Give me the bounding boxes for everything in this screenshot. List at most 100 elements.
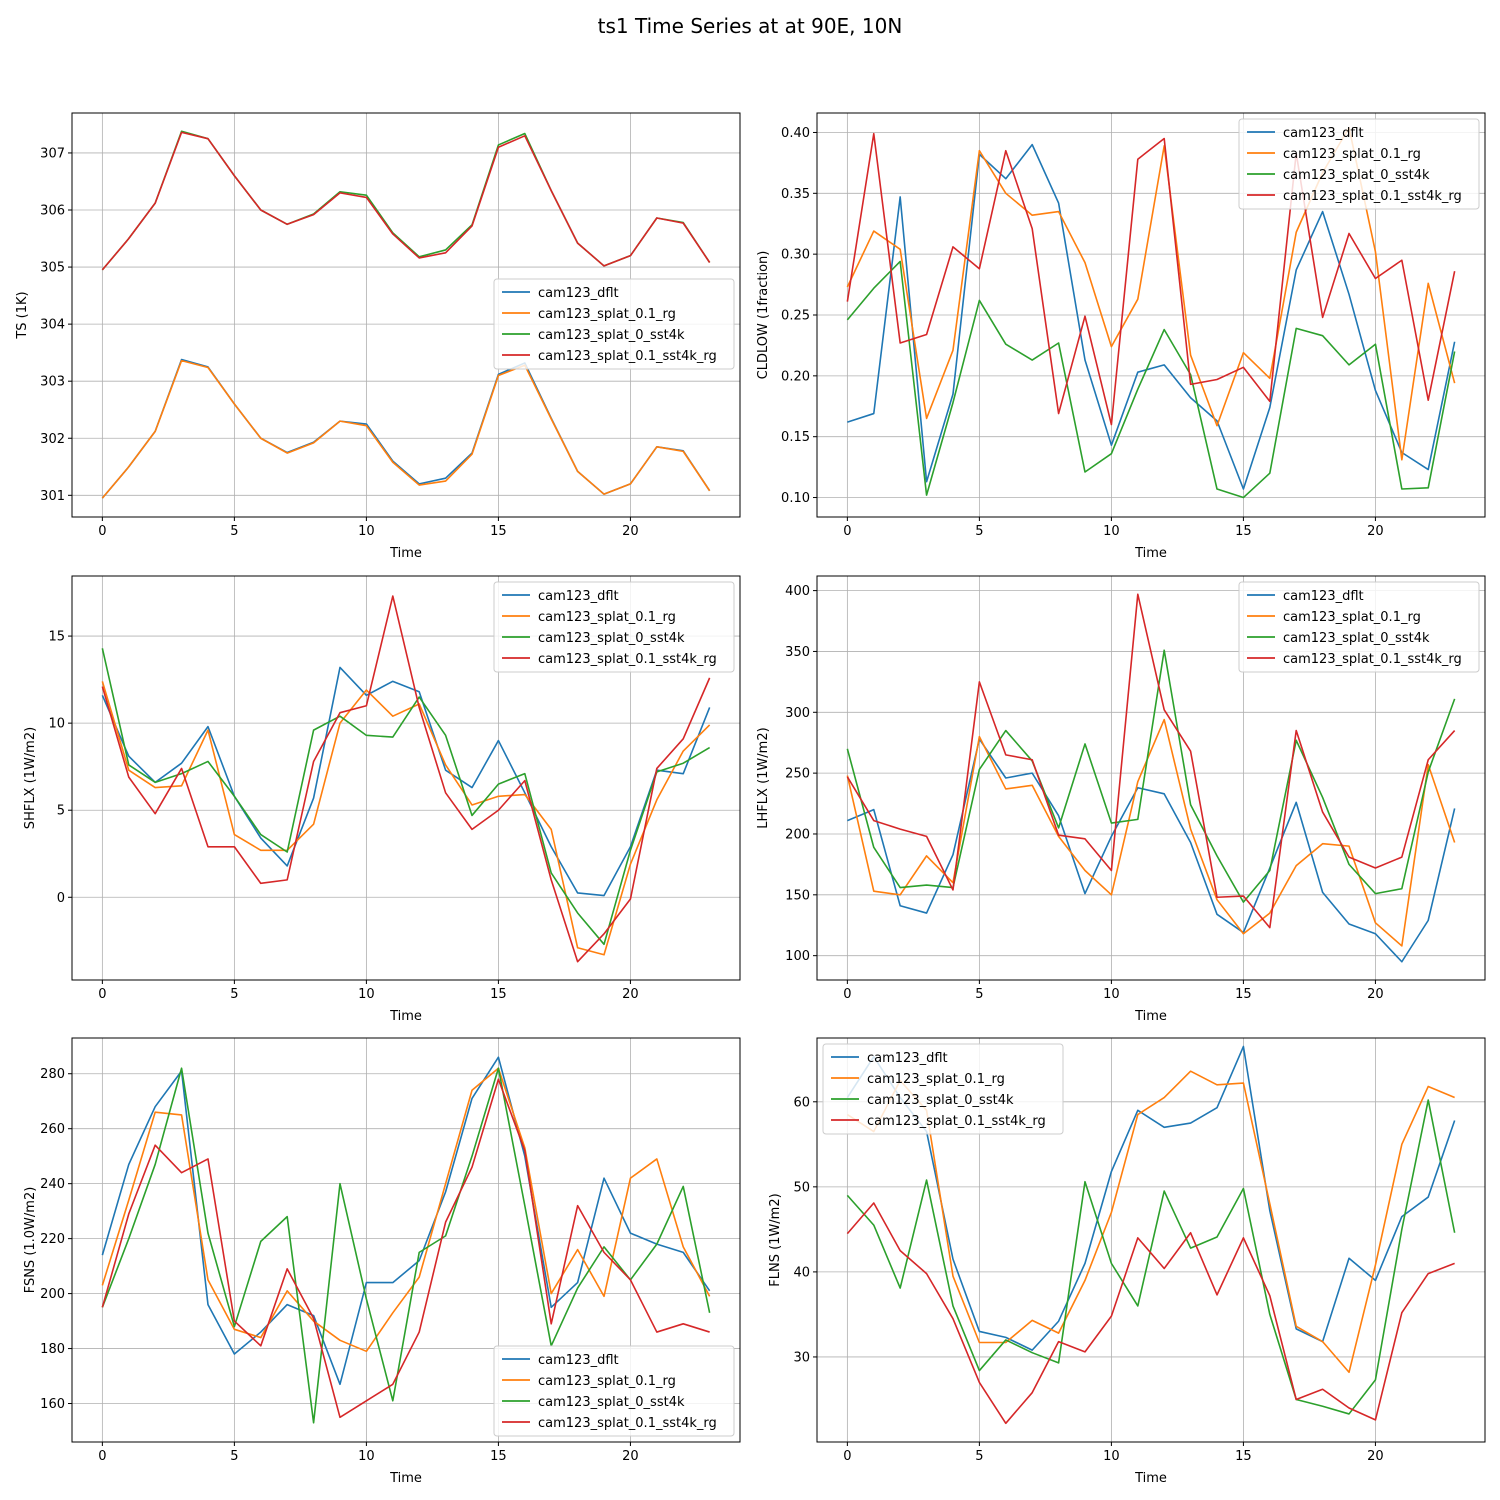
series-line-cam123_splat_0_sst4k (101, 130, 711, 271)
y-tick-label: 60 (793, 1095, 810, 1110)
x-axis-label: Time (1134, 1471, 1167, 1486)
legend-entry: cam123_splat_0.1_sst4k_rg (538, 349, 717, 364)
legend: cam123_dflt cam123_splat_0.1_rg cam123_spl… (493, 581, 735, 673)
series-line-cam123_dflt (101, 666, 711, 897)
legend-entry: cam123_dflt (1283, 589, 1364, 604)
legend-entry: cam123_splat_0.1_rg (538, 610, 676, 625)
x-tick-label: 0 (843, 524, 851, 539)
legend-entry: cam123_splat_0_sst4k (1283, 168, 1430, 183)
y-tick-label: 303 (40, 375, 65, 390)
x-tick-label: 20 (622, 524, 639, 539)
y-tick-label: 180 (40, 1342, 65, 1357)
y-axis-label: LHFLX (1W/m2) (756, 727, 771, 828)
legend-entry: cam123_splat_0_sst4k (1283, 631, 1430, 646)
x-tick-label: 15 (1235, 524, 1252, 539)
legend-entry: cam123_splat_0.1_sst4k_rg (1283, 189, 1462, 204)
y-tick-label: 0.30 (781, 248, 810, 263)
y-tick-label: 200 (40, 1287, 65, 1302)
series-line-cam123_splat_0_sst4k (846, 1099, 1456, 1415)
legend-entry: cam123_splat_0_sst4k (538, 328, 685, 343)
y-tick-label: 30 (793, 1350, 810, 1365)
subplot-3: 0 5 10 15 20 0 5 10 15 Time SHFLX (1W/m2) cam123_df… (23, 575, 741, 1024)
series-line-cam123_splat_0.1_sst4k_rg (101, 595, 711, 963)
y-tick-label: 50 (793, 1180, 810, 1195)
subplot-5: 0 5 10 15 20 160 180 200 220 240 260 280 Time FSNS (1… (23, 1037, 741, 1486)
legend-entry: cam123_splat_0_sst4k (538, 631, 685, 646)
x-tick-label: 5 (975, 524, 983, 539)
series-line-cam123_splat_0.1_rg (101, 681, 711, 956)
x-tick-label: 20 (1367, 524, 1384, 539)
series-line-cam123_splat_0.1_sst4k_rg (846, 593, 1456, 929)
y-tick-label: 304 (40, 318, 65, 333)
x-tick-label: 0 (98, 524, 106, 539)
series-line-cam123_splat_0_sst4k (101, 648, 711, 946)
x-tick-label: 10 (1103, 987, 1120, 1002)
legend-box (493, 581, 735, 673)
x-tick-label: 15 (490, 524, 507, 539)
y-tick-label: 0.15 (781, 430, 810, 445)
y-tick-label: 305 (40, 261, 65, 276)
y-axis-label: SHFLX (1W/m2) (23, 727, 38, 829)
legend-box (822, 1043, 1064, 1135)
legend-entry: cam123_splat_0.1_sst4k_rg (1283, 652, 1462, 667)
y-tick-label: 15 (48, 630, 65, 645)
x-tick-label: 5 (230, 524, 238, 539)
x-tick-label: 10 (1103, 1449, 1120, 1464)
axes-frame (71, 575, 741, 981)
subplot-4: 0 5 10 15 20 100 150 200 250 300 350 400 Time LHFLX (… (756, 575, 1486, 1024)
y-axis-label: FSNS (1.0W/m2) (23, 1187, 38, 1294)
legend-entry: cam123_dflt (538, 589, 619, 604)
x-axis-label: Time (389, 546, 422, 561)
series-line-cam123_splat_0_sst4k (846, 260, 1456, 499)
legend-entry: cam123_splat_0.1_sst4k_rg (538, 652, 717, 667)
legend: cam123_dflt cam123_splat_0.1_rg cam123_spl… (493, 1345, 735, 1437)
subplot-2: 0 5 10 15 20 0.10 0.15 0.20 0.25 0.30 0.35 0.40 Time… (756, 112, 1486, 561)
axes-frame (816, 575, 1486, 981)
legend: cam123_dflt cam123_splat_0.1_rg cam123_spl… (822, 1043, 1064, 1135)
x-axis-label: Time (1134, 1009, 1167, 1024)
x-tick-label: 5 (230, 1449, 238, 1464)
legend-entry: cam123_dflt (538, 1353, 619, 1368)
y-tick-label: 300 (785, 706, 810, 721)
series-line-cam123_splat_0_sst4k (101, 1067, 711, 1424)
y-tick-label: 0 (57, 891, 65, 906)
x-tick-label: 0 (843, 1449, 851, 1464)
series-line-cam123_splat_0.1_sst4k_rg (846, 132, 1456, 426)
legend: cam123_dflt cam123_splat_0.1_rg cam123_spl… (1238, 118, 1480, 210)
legend-entry: cam123_dflt (1283, 126, 1364, 141)
x-tick-label: 10 (358, 987, 375, 1002)
x-tick-label: 20 (1367, 1449, 1384, 1464)
x-tick-label: 15 (490, 987, 507, 1002)
series-line-cam123_dflt (847, 738, 1456, 963)
x-tick-label: 10 (1103, 524, 1120, 539)
legend-entry: cam123_splat_0.1_sst4k_rg (538, 1416, 717, 1431)
y-tick-label: 40 (793, 1265, 810, 1280)
series-line-cam123_splat_0.1_rg (846, 718, 1456, 947)
x-tick-label: 5 (975, 1449, 983, 1464)
y-tick-label: 400 (785, 584, 810, 599)
y-tick-label: 220 (40, 1232, 65, 1247)
x-tick-label: 20 (622, 1449, 639, 1464)
y-tick-label: 0.25 (781, 309, 810, 324)
y-tick-label: 280 (40, 1067, 65, 1082)
x-axis-label: Time (389, 1471, 422, 1486)
x-tick-label: 5 (975, 987, 983, 1002)
x-tick-label: 10 (358, 524, 375, 539)
series-line-cam123_dflt (101, 358, 711, 499)
x-tick-label: 15 (1235, 1449, 1252, 1464)
y-tick-label: 150 (785, 888, 810, 903)
y-tick-label: 306 (40, 204, 65, 219)
legend-entry: cam123_dflt (538, 286, 619, 301)
y-tick-label: 307 (40, 146, 65, 161)
y-tick-label: 0.40 (781, 126, 810, 141)
x-tick-label: 0 (98, 987, 106, 1002)
y-tick-label: 350 (785, 645, 810, 660)
y-tick-label: 100 (785, 949, 810, 964)
y-axis-label: CLDLOW (1fraction) (756, 251, 771, 380)
series-line-cam123_splat_0.1_sst4k_rg (846, 1202, 1455, 1425)
legend-box (493, 278, 735, 370)
legend: cam123_dflt cam123_splat_0.1_rg cam123_spl… (493, 278, 735, 370)
subplot-1: 0 5 10 15 20 301 302 303 304 305 306 307 Time TS (1K)… (15, 112, 741, 561)
y-tick-label: 0.20 (781, 369, 810, 384)
